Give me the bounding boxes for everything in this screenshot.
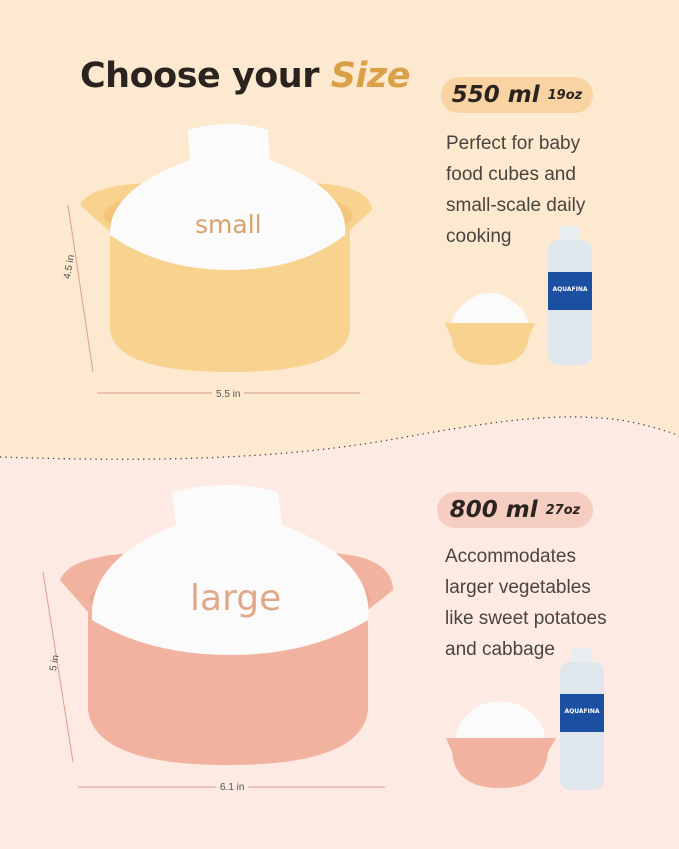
water-bottle-small [548,226,592,365]
bottle-label-large: AQUAFINA [564,708,600,715]
small-width-label: 5.5 in [212,389,245,400]
page-title: Choose your Size [80,56,411,96]
small-bowl-thumbnail [445,293,535,365]
large-bowl-thumbnail [446,701,556,788]
title-accent: Size [330,56,411,96]
large-steamer-bowl [60,485,393,765]
bottle-label-small: AQUAFINA [552,286,588,293]
large-capacity-badge: 800 ml 27oz [437,492,593,528]
small-description: Perfect for baby food cubes and small-sc… [446,133,586,247]
small-capacity-badge: 550 ml 19oz [441,77,593,113]
water-bottle-large [560,648,604,790]
small-steamer-bowl [80,124,372,372]
large-description: Accommodates larger vegetables like swee… [445,546,607,660]
large-width-label: 6.1 in [216,782,249,793]
large-height-line [42,571,74,763]
small-height-line [67,204,94,373]
large-bowl-label: large [190,578,282,619]
small-bowl-label: small [195,210,262,239]
